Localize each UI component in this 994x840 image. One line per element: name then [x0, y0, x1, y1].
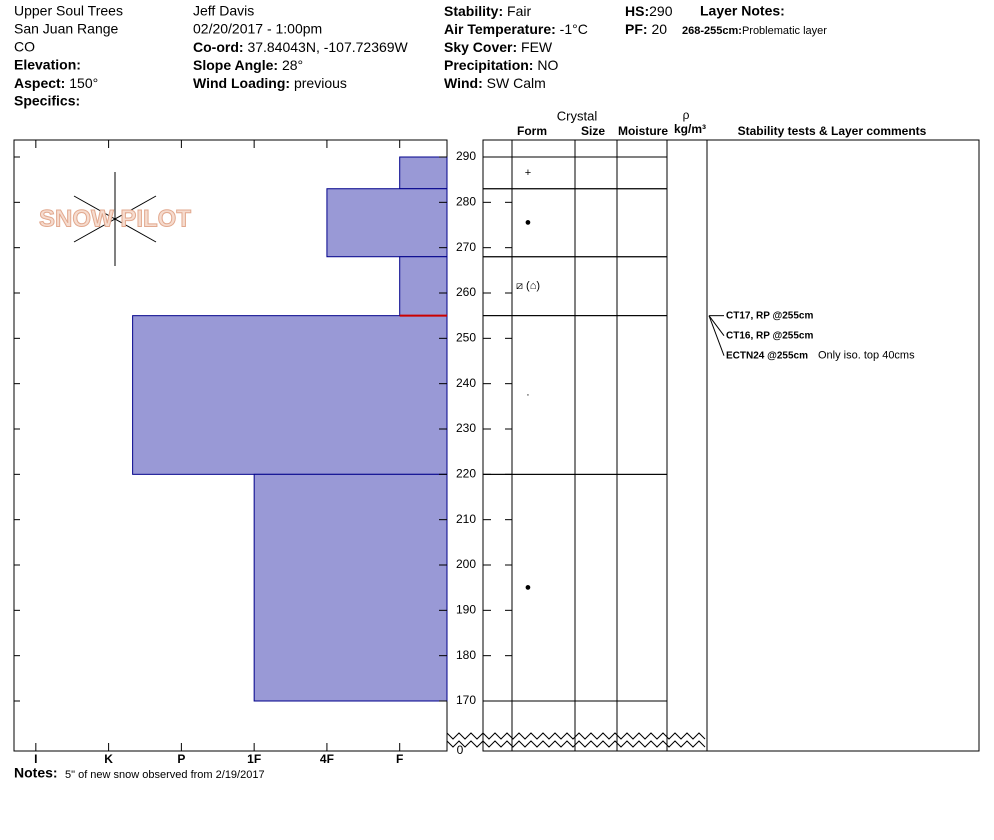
test-comment: Only iso. top 40cms [818, 350, 915, 362]
crystal-form: · [526, 389, 530, 401]
crystal-form: ● [525, 217, 532, 229]
col-size: Size [581, 124, 605, 138]
hardness-label: 1F [247, 752, 261, 766]
col-moisture: Moisture [618, 124, 668, 138]
elevation-label: Elevation: [14, 57, 81, 73]
hs: HS:290 [625, 3, 673, 19]
depth-label: 190 [456, 603, 476, 617]
slope-label: Slope Angle: [193, 57, 278, 73]
layer-bar [326, 188, 448, 258]
hs-value: 290 [649, 3, 673, 19]
test-label: ECTN24 @255cm [726, 350, 808, 361]
stability: Stability: Fair [444, 3, 531, 19]
depth-label: 180 [456, 648, 476, 662]
observer: Jeff Davis [193, 3, 254, 19]
depth-label: 240 [456, 376, 476, 390]
col-density: kg/m³ [674, 122, 706, 136]
hardness-label: F [396, 752, 403, 766]
crystal-form: + [525, 167, 531, 179]
depth-label: 290 [456, 149, 476, 163]
depth-label: 230 [456, 421, 476, 435]
hardness-label: P [177, 752, 185, 766]
layer-note-text: Problematic layer [742, 25, 827, 37]
coord: Co-ord: 37.84043N, -107.72369W [193, 39, 409, 55]
depth-floor: 0 [457, 743, 464, 757]
slope-value: 28° [282, 57, 303, 73]
range: San Juan Range [14, 21, 119, 37]
pf-label: PF: [625, 21, 648, 37]
pf-value: 20 [651, 21, 667, 37]
coord-label: Co-ord: [193, 39, 244, 55]
location: Upper Soul Trees [14, 3, 123, 19]
sky-value: FEW [521, 39, 553, 55]
wind: Wind: SW Calm [444, 75, 546, 91]
hardness-label: 4F [320, 752, 334, 766]
depth-label: 200 [456, 557, 476, 571]
axis-break [446, 732, 706, 740]
air-temp-value: -1°C [560, 21, 588, 37]
aspect: Aspect: 150° [14, 75, 98, 91]
air-temp: Air Temperature: -1°C [444, 21, 588, 37]
aspect-value: 150° [69, 75, 98, 91]
crystal-form: ● [525, 582, 532, 594]
layer-bar [399, 156, 448, 190]
sky: Sky Cover: FEW [444, 39, 553, 55]
pf: PF: 20 [625, 21, 667, 37]
depth-label: 250 [456, 331, 476, 345]
notes: 5" of new snow observed from 2/19/2017 [65, 769, 265, 781]
precip-value: NO [537, 57, 558, 73]
test-arrow [708, 315, 725, 356]
depth-label: 280 [456, 195, 476, 209]
col-crystal: Crystal [557, 108, 598, 123]
depth-label: 270 [456, 240, 476, 254]
layer-notes-label: Layer Notes: [700, 3, 785, 19]
test-label: CT16, RP @255cm [726, 330, 813, 341]
logo [73, 172, 157, 266]
test-arrow [708, 315, 725, 336]
aspect-label: Aspect: [14, 75, 65, 91]
specifics-label: Specifics: [14, 93, 80, 109]
depth-label: 210 [456, 512, 476, 526]
layer-note: 268-255cm:Problematic layer [682, 25, 827, 37]
col-comments: Stability tests & Layer comments [738, 124, 927, 138]
wind-label: Wind: [444, 75, 483, 91]
wind-loading-label: Wind Loading: [193, 75, 290, 91]
hardness-label: I [34, 752, 37, 766]
flake-arm [73, 195, 157, 243]
layer-table [482, 139, 980, 752]
axis-break [446, 740, 706, 748]
stability-label: Stability: [444, 3, 503, 19]
hs-label: HS: [625, 3, 649, 19]
wind-value: SW Calm [487, 75, 546, 91]
crystal-form: ⧄ (⌂) [516, 280, 540, 292]
state: CO [14, 39, 35, 55]
wind-loading-value: previous [294, 75, 347, 91]
col-form: Form [517, 124, 547, 138]
sky-label: Sky Cover: [444, 39, 517, 55]
hardness-label: K [104, 752, 113, 766]
precip-label: Precipitation: [444, 57, 533, 73]
depth-label: 260 [456, 285, 476, 299]
air-temp-label: Air Temperature: [444, 21, 556, 37]
coord-value: 37.84043N, -107.72369W [247, 39, 408, 55]
layer-bar [399, 256, 448, 317]
wind-loading: Wind Loading: previous [193, 75, 347, 91]
depth-label: 170 [456, 693, 476, 707]
slope: Slope Angle: 28° [193, 57, 303, 73]
layer-bar [132, 315, 448, 475]
depth-label: 220 [456, 467, 476, 481]
stability-value: Fair [507, 3, 531, 19]
notes-label: Notes: [14, 765, 58, 781]
precip: Precipitation: NO [444, 57, 558, 73]
datetime: 02/20/2017 - 1:00pm [193, 21, 322, 37]
col-rho: ρ [683, 108, 690, 122]
layer-note-range: 268-255cm: [682, 25, 742, 37]
test-label: CT17, RP @255cm [726, 310, 813, 321]
layer-bar [253, 473, 448, 702]
logo-text: SNOW PILOT [39, 205, 191, 232]
